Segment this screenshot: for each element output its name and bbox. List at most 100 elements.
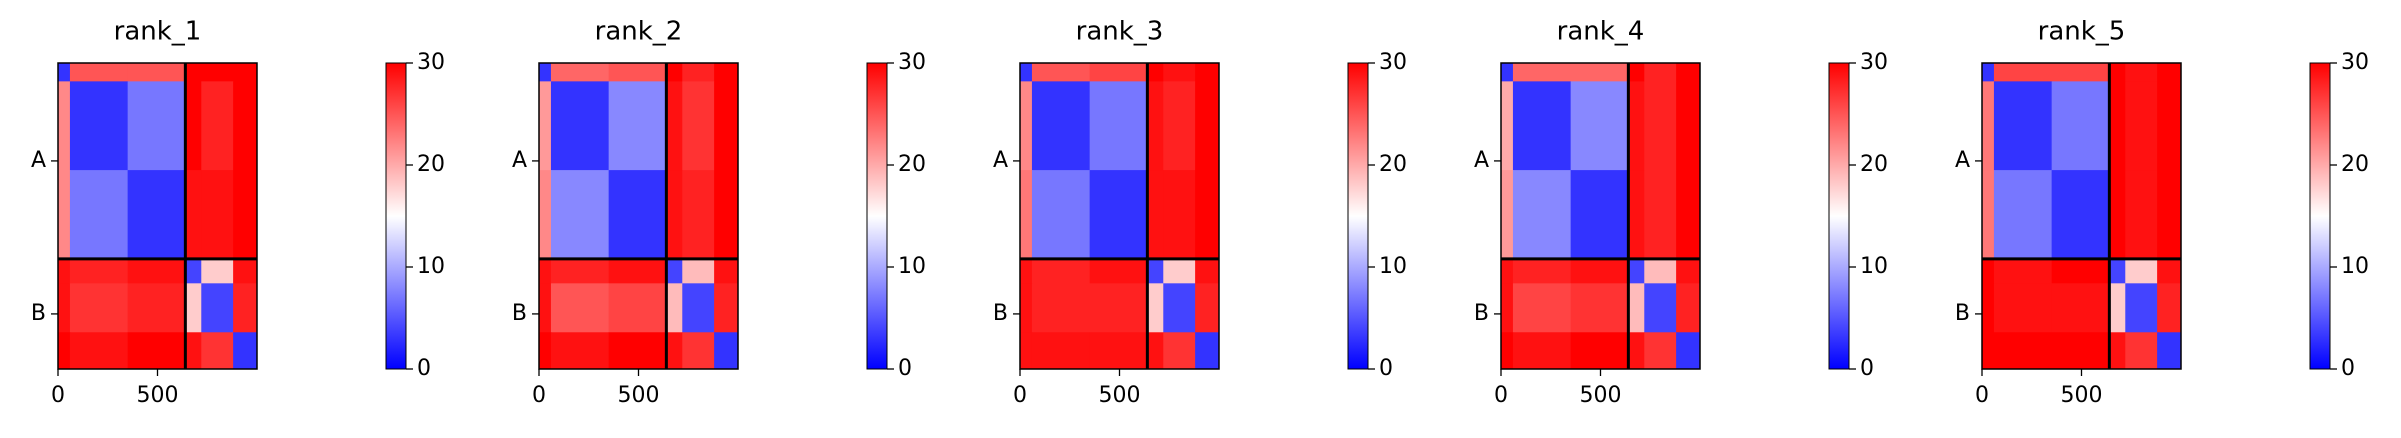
heatmap-cell (1982, 332, 1995, 370)
colorbar-tick-label: 0 (1379, 356, 1393, 381)
heatmap-cell (666, 170, 683, 260)
x-tick-label: 500 (137, 383, 179, 408)
heatmap-cell (201, 283, 234, 333)
heatmap-cell (2109, 258, 2126, 284)
heatmap-cell (69, 283, 129, 333)
heatmap-cell (1501, 81, 1514, 171)
heatmap-cell (666, 332, 683, 370)
heatmap-cell (233, 81, 258, 171)
heatmap-cell (539, 170, 552, 260)
heatmap-cell (1147, 63, 1164, 82)
heatmap-cell (1512, 332, 1572, 370)
heatmap-cell (201, 332, 234, 370)
heatmap-cell (233, 332, 258, 370)
heatmap-cell (69, 332, 129, 370)
heatmap-cell (58, 170, 71, 260)
x-tick-label: 0 (1013, 383, 1027, 408)
heatmap-cell (1089, 332, 1148, 370)
x-tick-label: 500 (1580, 383, 1622, 408)
heatmap-cell (185, 283, 202, 333)
y-tick-label: A (31, 148, 46, 173)
heatmap-cell (1020, 63, 1033, 82)
heatmap-cell (1031, 258, 1091, 284)
heatmap-cell (58, 332, 71, 370)
colorbar-tick-label: 10 (1860, 254, 1888, 279)
heatmap-panel: rank_4 0 500 A B 0 10 20 30 (1474, 17, 1888, 409)
heatmap-cell (1020, 170, 1033, 260)
heatmap-cell (1089, 63, 1148, 82)
heatmap-cell (1512, 81, 1572, 171)
heatmap-cell (58, 258, 71, 284)
y-tick-label: A (512, 148, 527, 173)
heatmap-cell (1031, 170, 1091, 260)
y-tick-label: B (1955, 301, 1970, 326)
panel-title: rank_3 (1076, 17, 1164, 47)
heatmap-cell (69, 63, 129, 82)
heatmap-cell (608, 283, 667, 333)
heatmap-cell (1020, 258, 1033, 284)
colorbar-tick-label: 30 (2341, 50, 2369, 75)
heatmap-cell (1163, 258, 1196, 284)
heatmap-cell (682, 170, 715, 260)
heatmap-cell (550, 81, 610, 171)
heatmap-cell (1512, 283, 1572, 333)
colorbar (385, 62, 407, 370)
colorbar (2309, 62, 2331, 370)
heatmap-cell (714, 332, 739, 370)
x-tick-label: 0 (51, 383, 65, 408)
heatmap-cell (608, 63, 667, 82)
heatmap-cell (1089, 283, 1148, 333)
heatmap-cell (539, 63, 552, 82)
colorbar-tick-label: 10 (417, 254, 445, 279)
heatmap-cell (1570, 332, 1629, 370)
heatmap-cell (185, 332, 202, 370)
heatmap-cell (2157, 170, 2182, 260)
heatmap-cell (2125, 332, 2158, 370)
heatmap-cell (1163, 63, 1196, 82)
heatmap-cell (2125, 283, 2158, 333)
heatmap-cell (666, 63, 683, 82)
heatmap-cell (2125, 63, 2158, 82)
heatmap-cell (550, 258, 610, 284)
heatmap-cell (2051, 332, 2110, 370)
heatmap-cell (714, 170, 739, 260)
heatmap-cell (682, 63, 715, 82)
heatmap-cell (1512, 170, 1572, 260)
heatmap-cell (58, 81, 71, 171)
colorbar-tick-label: 10 (2341, 254, 2369, 279)
colorbar-tick-label: 20 (2341, 152, 2369, 177)
colorbar (1347, 62, 1369, 370)
heatmap-cell (1512, 63, 1572, 82)
heatmap-cell (2109, 170, 2126, 260)
heatmap-cell (1147, 283, 1164, 333)
heatmap-cell (185, 63, 202, 82)
heatmap-cell (1031, 283, 1091, 333)
colorbar (866, 62, 888, 370)
heatmap-cell (1993, 258, 2053, 284)
heatmap-cell (58, 283, 71, 333)
heatmap-cell (1570, 170, 1629, 260)
heatmap-cell (1993, 81, 2053, 171)
y-tick-label: B (31, 301, 46, 326)
heatmap-cell (1089, 258, 1148, 284)
heatmap-cell (1195, 63, 1220, 82)
heatmap-cell (1020, 283, 1033, 333)
heatmap-cell (1982, 81, 1995, 171)
heatmap-cell (2125, 81, 2158, 171)
heatmap-cell (714, 283, 739, 333)
heatmap-cell (185, 81, 202, 171)
colorbar-tick-label: 30 (417, 50, 445, 75)
x-tick-label: 0 (1494, 383, 1508, 408)
heatmap-cell (2125, 258, 2158, 284)
heatmap-cell (1644, 283, 1677, 333)
heatmap-cell (1628, 258, 1645, 284)
panel-title: rank_5 (2038, 17, 2126, 47)
heatmap-cell (666, 283, 683, 333)
y-tick-label: B (1474, 301, 1489, 326)
colorbar-tick-label: 30 (1379, 50, 1407, 75)
y-tick-label: B (993, 301, 1008, 326)
heatmap-cell (1031, 63, 1091, 82)
heatmap-cell (1163, 170, 1196, 260)
heatmap-panel: rank_2 0 500 A B 0 10 20 30 (512, 17, 926, 409)
heatmap-cell (201, 258, 234, 284)
